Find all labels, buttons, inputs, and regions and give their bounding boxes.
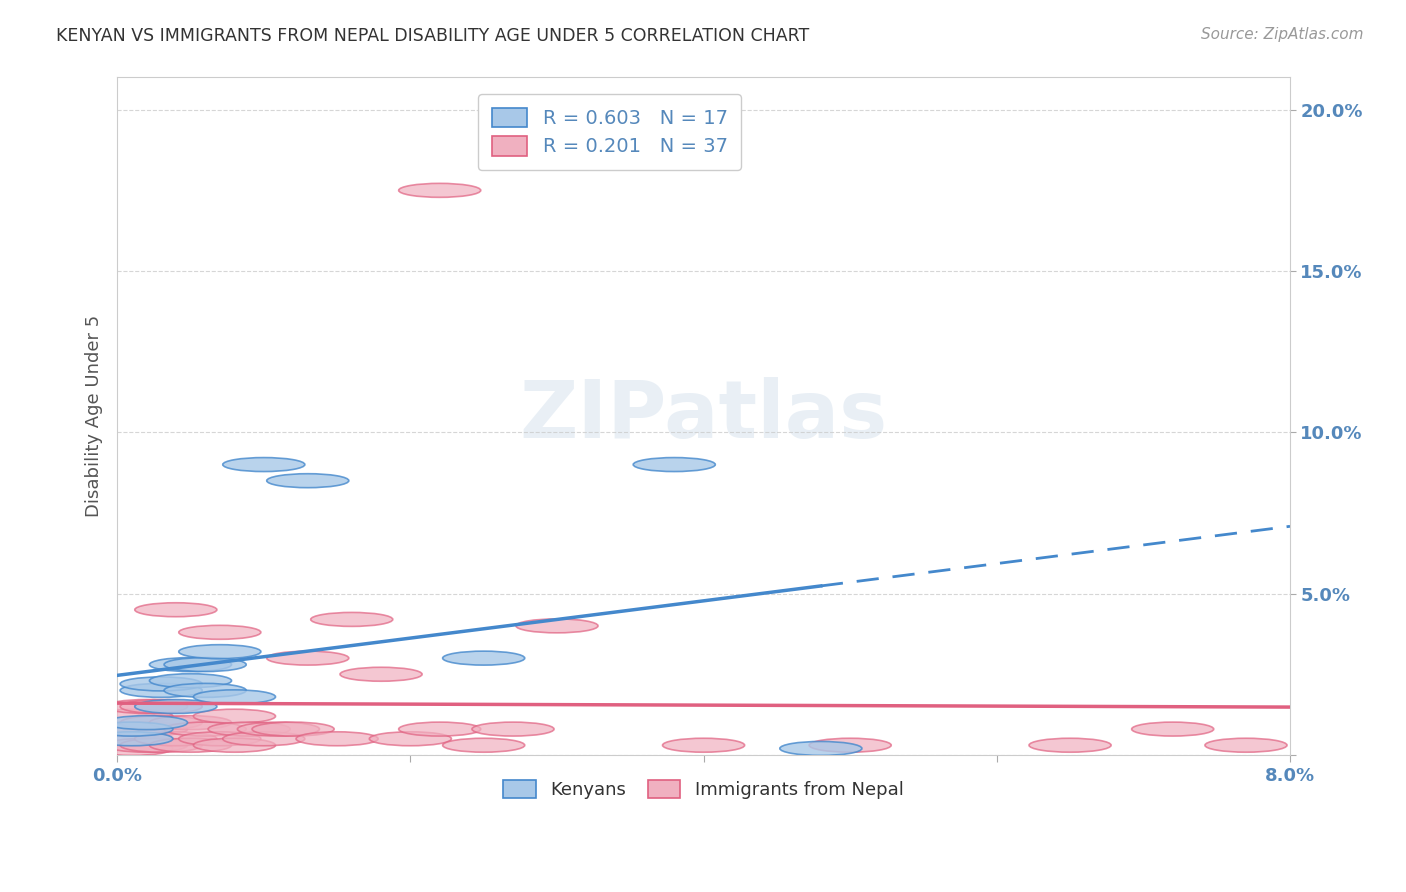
Ellipse shape <box>1205 739 1286 752</box>
Ellipse shape <box>1132 723 1213 736</box>
Ellipse shape <box>135 699 217 714</box>
Ellipse shape <box>105 723 187 736</box>
Ellipse shape <box>135 731 217 746</box>
Ellipse shape <box>91 723 173 736</box>
Ellipse shape <box>105 715 187 730</box>
Ellipse shape <box>516 619 598 632</box>
Ellipse shape <box>267 651 349 665</box>
Ellipse shape <box>91 731 173 746</box>
Ellipse shape <box>194 690 276 704</box>
Ellipse shape <box>780 741 862 756</box>
Ellipse shape <box>120 683 202 698</box>
Legend: Kenyans, Immigrants from Nepal: Kenyans, Immigrants from Nepal <box>489 765 918 814</box>
Ellipse shape <box>194 709 276 723</box>
Text: ZIPatlas: ZIPatlas <box>519 377 887 455</box>
Ellipse shape <box>399 723 481 736</box>
Ellipse shape <box>443 739 524 752</box>
Ellipse shape <box>105 739 187 752</box>
Ellipse shape <box>91 741 173 756</box>
Ellipse shape <box>194 739 276 752</box>
Ellipse shape <box>297 731 378 746</box>
Ellipse shape <box>370 731 451 746</box>
Ellipse shape <box>105 699 187 714</box>
Ellipse shape <box>120 677 202 691</box>
Ellipse shape <box>120 715 202 730</box>
Ellipse shape <box>340 667 422 681</box>
Ellipse shape <box>165 657 246 672</box>
Ellipse shape <box>1029 739 1111 752</box>
Ellipse shape <box>165 723 246 736</box>
Ellipse shape <box>149 673 232 688</box>
Ellipse shape <box>222 731 305 746</box>
Ellipse shape <box>149 739 232 752</box>
Ellipse shape <box>252 723 335 736</box>
Ellipse shape <box>120 699 202 714</box>
Ellipse shape <box>267 474 349 488</box>
Ellipse shape <box>135 603 217 616</box>
Text: Source: ZipAtlas.com: Source: ZipAtlas.com <box>1201 27 1364 42</box>
Ellipse shape <box>662 739 745 752</box>
Text: KENYAN VS IMMIGRANTS FROM NEPAL DISABILITY AGE UNDER 5 CORRELATION CHART: KENYAN VS IMMIGRANTS FROM NEPAL DISABILI… <box>56 27 810 45</box>
Ellipse shape <box>179 645 262 658</box>
Ellipse shape <box>149 657 232 672</box>
Ellipse shape <box>472 723 554 736</box>
Ellipse shape <box>165 683 246 698</box>
Ellipse shape <box>808 739 891 752</box>
Ellipse shape <box>179 731 262 746</box>
Ellipse shape <box>149 715 232 730</box>
Ellipse shape <box>311 613 392 626</box>
Ellipse shape <box>91 709 173 723</box>
Ellipse shape <box>222 458 305 472</box>
Ellipse shape <box>91 723 173 736</box>
Ellipse shape <box>120 739 202 752</box>
Ellipse shape <box>179 625 262 640</box>
Ellipse shape <box>208 723 290 736</box>
Y-axis label: Disability Age Under 5: Disability Age Under 5 <box>86 315 103 517</box>
Ellipse shape <box>633 458 716 472</box>
Ellipse shape <box>238 723 319 736</box>
Ellipse shape <box>399 184 481 197</box>
Ellipse shape <box>443 651 524 665</box>
Ellipse shape <box>91 731 173 746</box>
